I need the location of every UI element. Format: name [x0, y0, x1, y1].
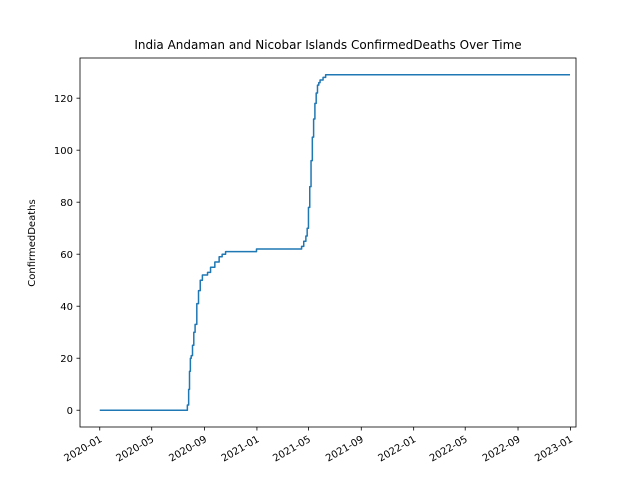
y-tick-label: 80 — [60, 198, 73, 209]
y-axis-label: ConfirmedDeaths — [27, 199, 38, 286]
y-tick-label: 120 — [54, 94, 73, 105]
y-tick-label: 40 — [60, 302, 73, 313]
chart-title: India Andaman and Nicobar Islands Confir… — [134, 38, 521, 52]
y-tick-label: 20 — [60, 354, 73, 365]
y-tick-label: 100 — [54, 146, 73, 157]
series-layer — [99, 74, 570, 411]
y-tick-label: 0 — [67, 406, 73, 417]
y-axis: 0 20 40 60 80 100 120 — [54, 94, 80, 417]
series-line — [99, 74, 570, 411]
y-tick-label: 60 — [60, 250, 73, 261]
plot-area-frame — [79, 57, 577, 428]
